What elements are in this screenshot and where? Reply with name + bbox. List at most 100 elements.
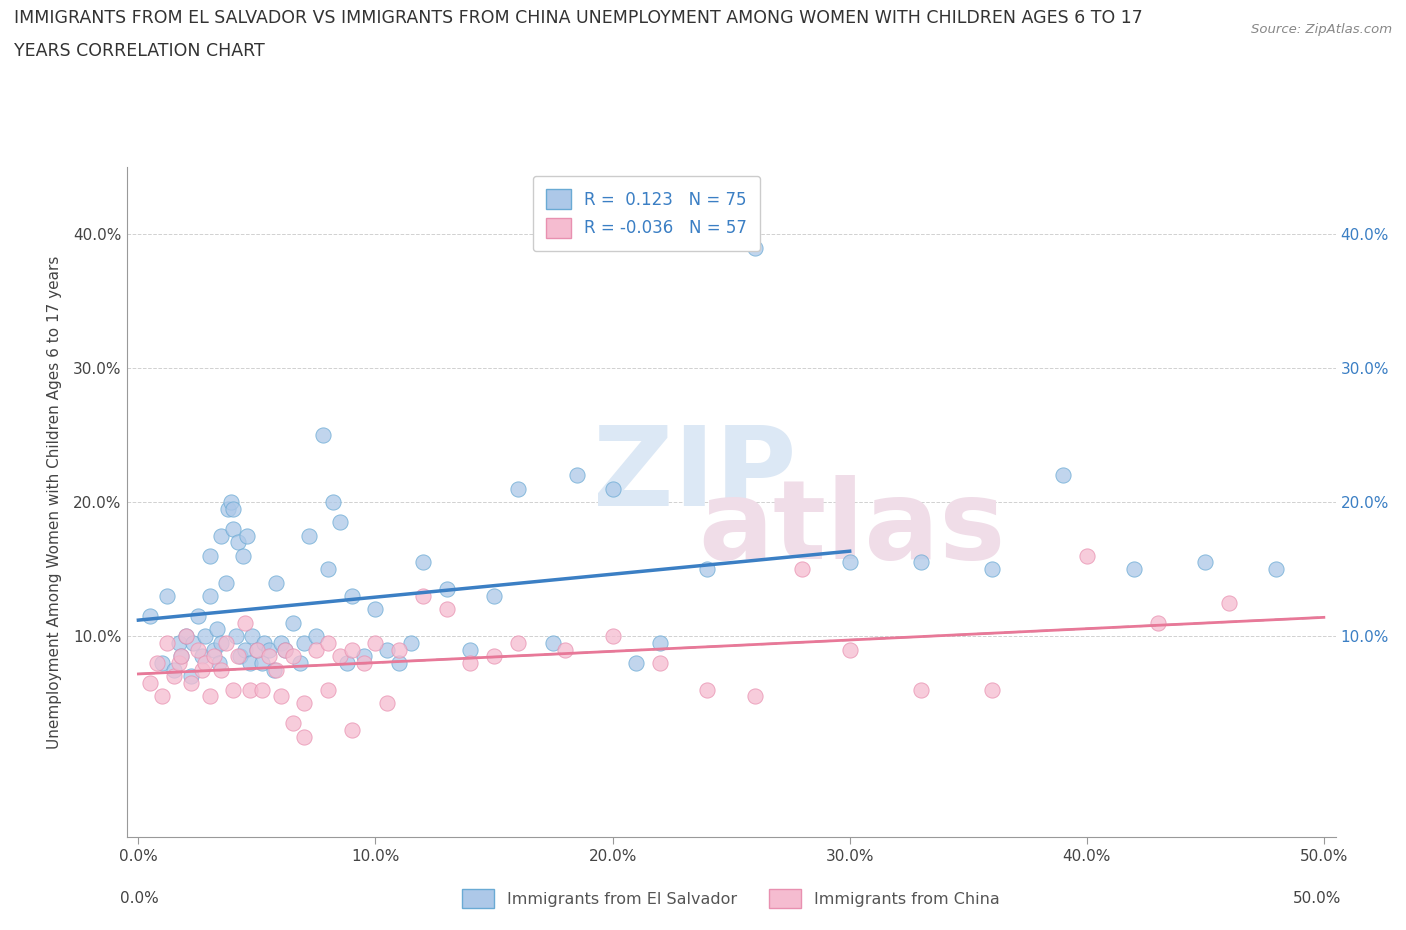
Point bbox=[270, 635, 292, 650]
Point bbox=[336, 656, 359, 671]
Point bbox=[340, 642, 363, 657]
Text: atlas: atlas bbox=[699, 475, 1005, 582]
Point bbox=[298, 528, 321, 543]
Point bbox=[198, 549, 221, 564]
Point bbox=[209, 528, 232, 543]
Point bbox=[388, 656, 411, 671]
Point bbox=[292, 635, 315, 650]
Point bbox=[167, 635, 190, 650]
Point bbox=[246, 642, 269, 657]
Point bbox=[218, 501, 240, 516]
Point bbox=[399, 635, 422, 650]
Point bbox=[305, 629, 328, 644]
Point bbox=[554, 642, 576, 657]
Point bbox=[139, 608, 162, 623]
Point bbox=[170, 649, 193, 664]
Point bbox=[219, 495, 242, 510]
Legend: Immigrants from El Salvador, Immigrants from China: Immigrants from El Salvador, Immigrants … bbox=[454, 881, 1008, 916]
Point bbox=[412, 555, 434, 570]
Point bbox=[233, 616, 256, 631]
Point bbox=[1147, 616, 1170, 631]
Text: 0.0%: 0.0% bbox=[121, 891, 159, 906]
Point bbox=[696, 562, 718, 577]
Point bbox=[329, 515, 352, 530]
Point bbox=[329, 649, 352, 664]
Point bbox=[281, 616, 304, 631]
Point bbox=[194, 629, 217, 644]
Point bbox=[187, 608, 209, 623]
Point bbox=[156, 635, 179, 650]
Point bbox=[838, 642, 860, 657]
Point bbox=[163, 662, 186, 677]
Point bbox=[150, 689, 173, 704]
Point bbox=[209, 662, 232, 677]
Point bbox=[257, 649, 280, 664]
Point bbox=[222, 683, 245, 698]
Point bbox=[167, 656, 190, 671]
Point bbox=[246, 642, 269, 657]
Point bbox=[288, 656, 311, 671]
Point bbox=[209, 635, 232, 650]
Point bbox=[1194, 555, 1216, 570]
Point bbox=[316, 562, 339, 577]
Point bbox=[174, 629, 197, 644]
Point bbox=[215, 635, 238, 650]
Point bbox=[202, 642, 225, 657]
Point bbox=[181, 635, 204, 650]
Point bbox=[910, 555, 932, 570]
Point bbox=[744, 689, 766, 704]
Point bbox=[236, 528, 259, 543]
Point bbox=[215, 575, 238, 590]
Point bbox=[1052, 468, 1074, 483]
Point bbox=[274, 642, 297, 657]
Point bbox=[222, 501, 245, 516]
Point bbox=[232, 549, 254, 564]
Point bbox=[1218, 595, 1240, 610]
Point bbox=[292, 729, 315, 744]
Point bbox=[316, 635, 339, 650]
Point bbox=[274, 642, 297, 657]
Point bbox=[980, 683, 1002, 698]
Point bbox=[239, 683, 262, 698]
Point bbox=[1123, 562, 1146, 577]
Point bbox=[543, 635, 565, 650]
Point bbox=[305, 642, 328, 657]
Point bbox=[980, 562, 1002, 577]
Point bbox=[240, 629, 263, 644]
Point bbox=[170, 649, 193, 664]
Point bbox=[208, 656, 231, 671]
Point bbox=[226, 649, 249, 664]
Point bbox=[648, 656, 671, 671]
Point bbox=[226, 535, 249, 550]
Point bbox=[174, 629, 197, 644]
Point bbox=[364, 635, 387, 650]
Point bbox=[436, 602, 458, 617]
Point bbox=[253, 635, 276, 650]
Point bbox=[239, 656, 262, 671]
Point bbox=[163, 669, 186, 684]
Point bbox=[229, 649, 252, 664]
Point bbox=[838, 555, 860, 570]
Point bbox=[281, 649, 304, 664]
Point bbox=[388, 642, 411, 657]
Point bbox=[150, 656, 173, 671]
Point bbox=[180, 675, 202, 690]
Text: 50.0%: 50.0% bbox=[1294, 891, 1341, 906]
Point bbox=[264, 575, 287, 590]
Point bbox=[191, 649, 214, 664]
Text: IMMIGRANTS FROM EL SALVADOR VS IMMIGRANTS FROM CHINA UNEMPLOYMENT AMONG WOMEN WI: IMMIGRANTS FROM EL SALVADOR VS IMMIGRANT… bbox=[14, 9, 1143, 27]
Point bbox=[353, 649, 375, 664]
Point bbox=[602, 629, 624, 644]
Point bbox=[482, 649, 505, 664]
Point bbox=[281, 716, 304, 731]
Point bbox=[626, 656, 648, 671]
Point bbox=[375, 696, 398, 711]
Point bbox=[222, 522, 245, 537]
Point bbox=[264, 662, 287, 677]
Point bbox=[412, 589, 434, 604]
Point bbox=[506, 482, 529, 497]
Text: ZIP: ZIP bbox=[593, 422, 797, 529]
Point bbox=[205, 622, 228, 637]
Point bbox=[648, 635, 671, 650]
Point bbox=[312, 428, 335, 443]
